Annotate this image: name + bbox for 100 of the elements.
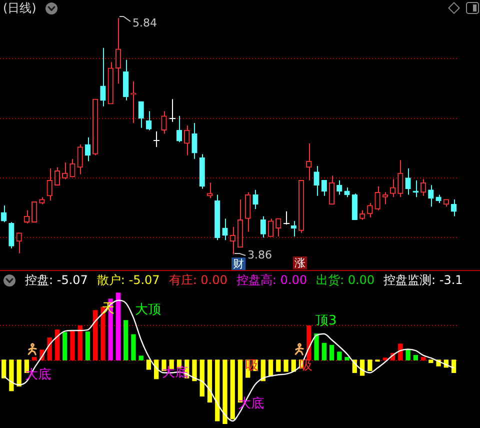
annotation: 吸 bbox=[300, 358, 312, 374]
annotation: 大顶 bbox=[135, 302, 161, 318]
bar bbox=[222, 360, 228, 424]
bar bbox=[85, 332, 90, 360]
bar bbox=[62, 332, 68, 360]
bar bbox=[413, 354, 418, 360]
candlestick bbox=[352, 193, 358, 220]
bar bbox=[451, 360, 456, 374]
bar bbox=[291, 360, 296, 372]
bar bbox=[382, 358, 388, 360]
text: 散户: -5.07 bbox=[96, 273, 160, 287]
candlestick bbox=[314, 166, 320, 196]
bar bbox=[116, 292, 121, 360]
candlestick bbox=[62, 162, 68, 180]
bar bbox=[138, 356, 144, 360]
text: 控盘监测: -3.1 bbox=[384, 273, 463, 287]
annotation: 5.84 bbox=[132, 16, 157, 30]
chart-title: (日线) bbox=[3, 1, 36, 15]
bar bbox=[207, 360, 212, 403]
annotation: 3.86 bbox=[248, 248, 272, 262]
candlestick bbox=[184, 124, 190, 156]
candlestick bbox=[46, 168, 52, 202]
candlestick bbox=[222, 218, 228, 241]
bar bbox=[47, 338, 52, 360]
bar bbox=[368, 360, 372, 372]
candlestick bbox=[398, 160, 404, 198]
candlestick bbox=[115, 17, 122, 84]
bar bbox=[337, 352, 342, 360]
bar bbox=[268, 360, 274, 376]
bar bbox=[146, 360, 152, 370]
candlestick bbox=[31, 202, 38, 222]
candlestick bbox=[306, 142, 312, 181]
candlestick bbox=[123, 59, 129, 101]
candlestick bbox=[328, 175, 335, 205]
bar bbox=[329, 344, 334, 360]
candlestick bbox=[77, 144, 83, 175]
text: 财 bbox=[233, 257, 244, 270]
text: 控盘高: 0.00 bbox=[236, 273, 307, 287]
bar bbox=[131, 334, 136, 360]
text: 涨 bbox=[294, 256, 306, 270]
candlestick bbox=[16, 232, 22, 254]
bar bbox=[284, 360, 288, 372]
candlestick bbox=[390, 178, 396, 198]
candlestick bbox=[382, 192, 388, 205]
candlestick bbox=[24, 210, 30, 224]
candlestick bbox=[245, 192, 251, 232]
bar bbox=[260, 360, 266, 382]
text: 出货: 0.00 bbox=[316, 273, 375, 287]
bar bbox=[215, 360, 220, 422]
candlestick bbox=[290, 220, 296, 237]
candlestick bbox=[176, 115, 182, 143]
candlestick bbox=[8, 222, 14, 249]
candlestick bbox=[367, 202, 373, 218]
bar bbox=[406, 350, 410, 360]
bar bbox=[16, 360, 22, 386]
candlestick bbox=[260, 216, 266, 238]
bar bbox=[70, 330, 75, 360]
candlestick bbox=[169, 98, 176, 122]
candlestick bbox=[428, 184, 434, 208]
candlestick bbox=[70, 158, 76, 178]
candlestick bbox=[276, 218, 282, 237]
candlestick bbox=[230, 226, 236, 255]
candlestick bbox=[268, 218, 274, 237]
candlestick bbox=[192, 122, 198, 160]
candlestick bbox=[420, 178, 426, 196]
bar bbox=[398, 344, 403, 360]
candlestick bbox=[206, 182, 213, 199]
candlestick bbox=[100, 47, 106, 107]
bar bbox=[420, 356, 426, 360]
bar bbox=[93, 310, 98, 360]
candlestick bbox=[359, 210, 366, 220]
bar bbox=[230, 360, 235, 420]
candlestick bbox=[84, 136, 91, 162]
bar bbox=[200, 360, 204, 396]
candlestick bbox=[138, 101, 144, 128]
candlestick bbox=[283, 210, 290, 226]
candlestick bbox=[153, 130, 160, 148]
candlestick bbox=[252, 189, 258, 210]
annotation: 顶3 bbox=[315, 313, 337, 328]
bar bbox=[192, 360, 197, 382]
text: 控盘: -5.07 bbox=[25, 273, 88, 287]
candlestick bbox=[161, 110, 167, 134]
bar bbox=[314, 334, 319, 360]
bar bbox=[344, 356, 350, 360]
candlestick bbox=[405, 168, 411, 196]
candlestick bbox=[54, 166, 60, 186]
candlestick bbox=[450, 198, 457, 217]
bar bbox=[1, 360, 6, 378]
candlestick bbox=[344, 187, 350, 198]
bar bbox=[124, 320, 128, 360]
bar bbox=[78, 325, 82, 360]
candlestick bbox=[321, 180, 327, 196]
candlestick bbox=[336, 180, 342, 196]
bar bbox=[276, 360, 281, 372]
bar bbox=[322, 342, 326, 360]
bar bbox=[9, 360, 14, 392]
bar bbox=[428, 360, 434, 363]
candlestick bbox=[374, 186, 380, 211]
text: 有庄: 0.00 bbox=[168, 273, 228, 287]
bar bbox=[32, 356, 37, 360]
